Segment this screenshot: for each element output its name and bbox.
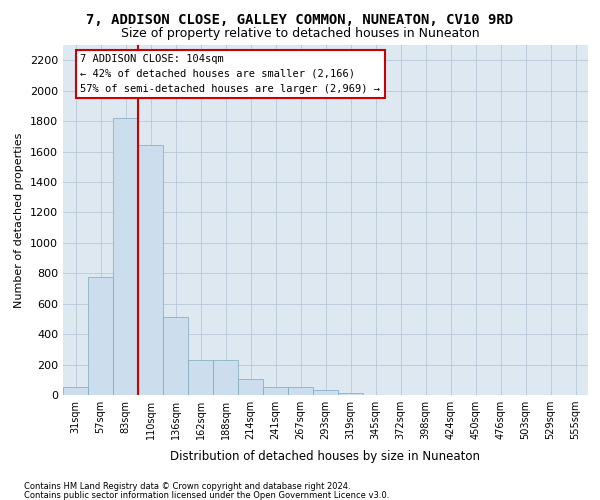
Text: Contains HM Land Registry data © Crown copyright and database right 2024.: Contains HM Land Registry data © Crown c…	[24, 482, 350, 491]
Bar	[138, 146, 163, 395]
Text: 7 ADDISON CLOSE: 104sqm
← 42% of detached houses are smaller (2,166)
57% of semi: 7 ADDISON CLOSE: 104sqm ← 42% of detache…	[80, 54, 380, 94]
Bar	[63, 388, 88, 395]
Bar	[288, 388, 313, 395]
Bar	[238, 379, 263, 395]
Bar	[263, 388, 288, 395]
Bar	[88, 277, 113, 395]
Text: 7, ADDISON CLOSE, GALLEY COMMON, NUNEATON, CV10 9RD: 7, ADDISON CLOSE, GALLEY COMMON, NUNEATO…	[86, 12, 514, 26]
Bar	[213, 360, 238, 395]
Bar	[188, 360, 213, 395]
Text: Contains public sector information licensed under the Open Government Licence v3: Contains public sector information licen…	[24, 490, 389, 500]
X-axis label: Distribution of detached houses by size in Nuneaton: Distribution of detached houses by size …	[170, 450, 481, 464]
Y-axis label: Number of detached properties: Number of detached properties	[14, 132, 25, 308]
Bar	[313, 390, 338, 395]
Bar	[163, 318, 188, 395]
Bar	[338, 392, 363, 395]
Bar	[113, 118, 138, 395]
Text: Size of property relative to detached houses in Nuneaton: Size of property relative to detached ho…	[121, 28, 479, 40]
